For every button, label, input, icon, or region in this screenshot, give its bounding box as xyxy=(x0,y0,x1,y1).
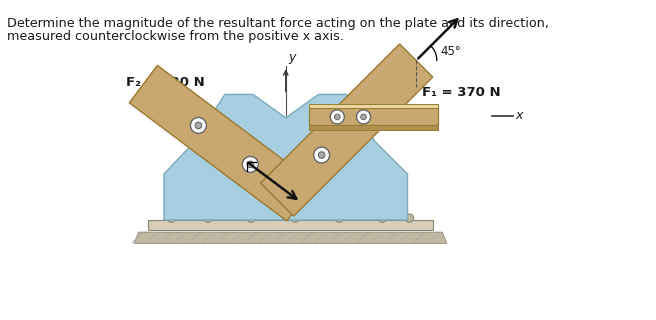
Text: F₂ = 830 N: F₂ = 830 N xyxy=(127,76,205,89)
Circle shape xyxy=(405,214,414,222)
Circle shape xyxy=(291,214,299,222)
Circle shape xyxy=(314,147,329,163)
Polygon shape xyxy=(134,232,447,244)
Text: 3: 3 xyxy=(236,151,242,161)
Circle shape xyxy=(335,214,343,222)
Polygon shape xyxy=(129,65,315,221)
Text: Determine the magnitude of the resultant force acting on the plate and its direc: Determine the magnitude of the resultant… xyxy=(7,17,550,30)
Polygon shape xyxy=(309,125,438,130)
Circle shape xyxy=(195,122,201,129)
Circle shape xyxy=(318,152,325,158)
Text: 45°: 45° xyxy=(441,44,461,58)
Polygon shape xyxy=(260,44,433,216)
Polygon shape xyxy=(309,108,438,125)
Circle shape xyxy=(243,156,258,172)
Text: y: y xyxy=(289,51,296,63)
Circle shape xyxy=(356,110,371,124)
Text: 5: 5 xyxy=(258,150,264,160)
Circle shape xyxy=(247,214,255,222)
Text: 4: 4 xyxy=(246,173,253,183)
Circle shape xyxy=(190,117,207,133)
Text: x: x xyxy=(516,109,523,123)
Circle shape xyxy=(361,114,366,120)
Polygon shape xyxy=(309,104,438,108)
Circle shape xyxy=(356,105,371,121)
Circle shape xyxy=(335,114,340,120)
Circle shape xyxy=(247,161,254,168)
Polygon shape xyxy=(164,94,407,220)
Circle shape xyxy=(204,214,212,222)
Polygon shape xyxy=(148,220,433,230)
Circle shape xyxy=(330,110,344,124)
Circle shape xyxy=(167,214,176,222)
Circle shape xyxy=(360,110,367,116)
Text: F₁ = 370 N: F₁ = 370 N xyxy=(422,86,501,99)
Text: measured counterclockwise from the positive x axis.: measured counterclockwise from the posit… xyxy=(7,30,344,43)
Circle shape xyxy=(378,214,386,222)
